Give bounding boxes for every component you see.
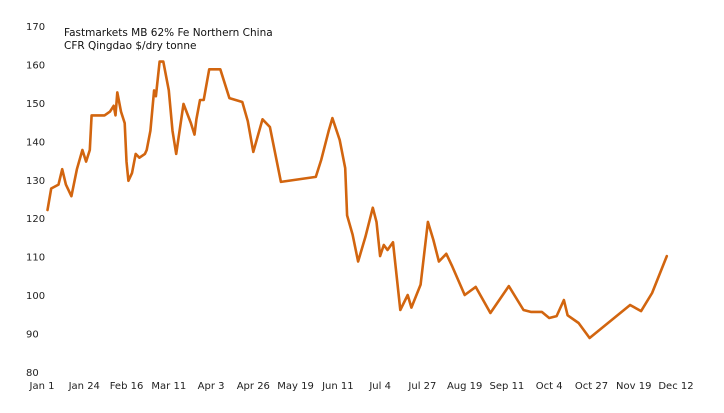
y-tick-label: 170 (26, 22, 45, 33)
x-tick-label: Mar 11 (151, 381, 186, 392)
price-line (46, 60, 669, 340)
y-tick-label: 80 (26, 368, 39, 379)
x-tick-label: Nov 19 (616, 381, 651, 392)
x-tick-label: Feb 16 (110, 381, 144, 392)
x-tick-label: Jan 1 (29, 381, 55, 392)
y-tick-label: 160 (26, 60, 45, 71)
y-tick-label: 90 (26, 330, 39, 341)
y-tick-label: 150 (26, 99, 45, 110)
x-tick-label: Jul 27 (407, 381, 436, 392)
x-tick-label: Sep 11 (490, 381, 525, 392)
x-tick-label: Aug 19 (447, 381, 482, 392)
chart-subtitle: CFR Qingdao $/dry tonne (64, 40, 196, 52)
x-tick-label: Apr 26 (237, 381, 270, 392)
chart-title: Fastmarkets MB 62% Fe Northern China (64, 27, 273, 39)
y-tick-label: 110 (26, 253, 45, 264)
x-tick-label: Jun 11 (321, 381, 354, 392)
x-tick-label: Dec 12 (658, 381, 693, 392)
y-tick-label: 120 (26, 214, 45, 225)
x-tick-label: Oct 4 (536, 381, 563, 392)
y-tick-label: 100 (26, 291, 45, 302)
y-tick-label: 140 (26, 137, 45, 148)
x-tick-label: Oct 27 (575, 381, 608, 392)
x-tick-label: Jan 24 (68, 381, 100, 392)
x-tick-label: Apr 3 (198, 381, 225, 392)
x-tick-label: Jul 4 (368, 381, 391, 392)
y-tick-label: 130 (26, 176, 45, 187)
x-tick-label: May 19 (277, 381, 314, 392)
